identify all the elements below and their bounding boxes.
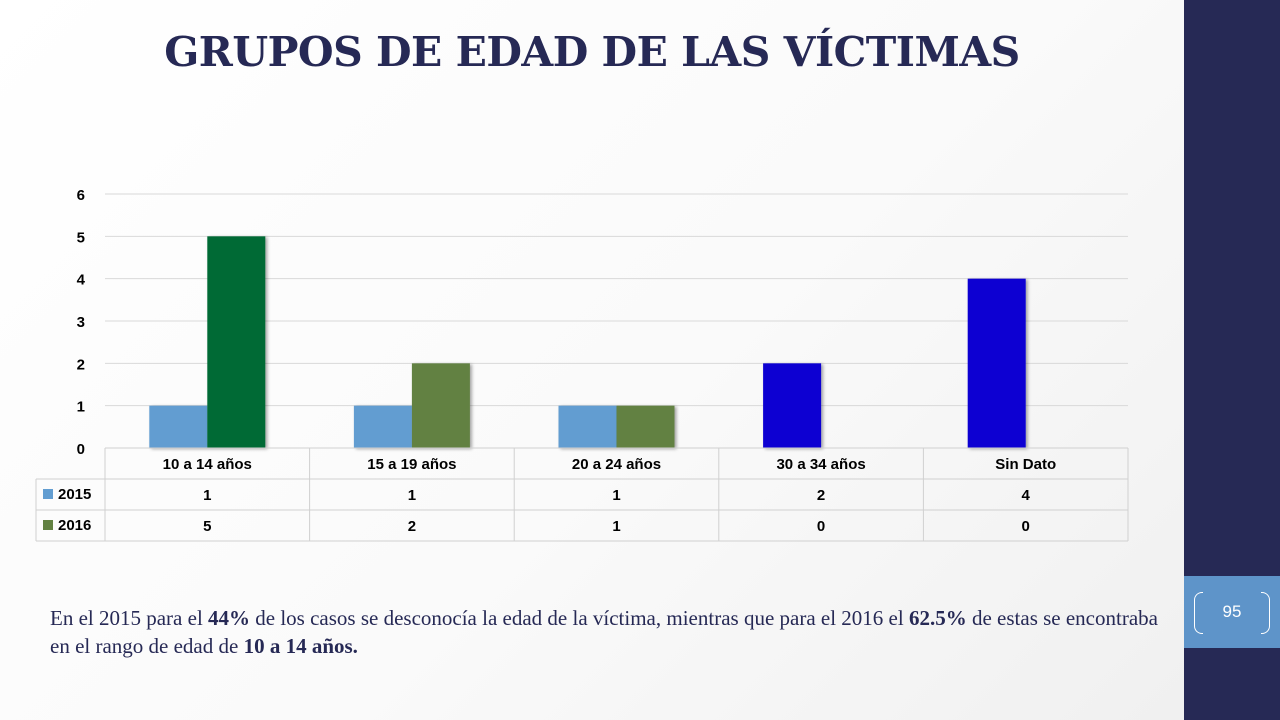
- y-tick-label: 3: [77, 314, 85, 331]
- bar-2015-3: [558, 405, 617, 448]
- bar-2016-1: [207, 236, 266, 448]
- bar-2015-2: [353, 405, 412, 448]
- category-label: 10 a 14 años: [163, 456, 252, 473]
- bar-2015-4: [763, 363, 822, 448]
- summary-part-3: de estas se encontraba en el rango de ed…: [50, 606, 1158, 658]
- table-cell-value: 1: [408, 487, 416, 504]
- category-label: 15 a 19 años: [367, 456, 456, 473]
- y-tick-label: 1: [77, 399, 85, 416]
- bar-2015-1: [149, 405, 208, 448]
- category-label: Sin Dato: [995, 456, 1056, 473]
- table-cell-value: 1: [612, 487, 620, 504]
- summary-part-1: En el 2015 para el: [50, 606, 209, 630]
- bar-chart: 0 1 2 3 4 5 6 10 a 14 años 15 a 19 años 20 a 24 a…: [35, 187, 1129, 542]
- summary-highlight-3: 10 a 14 años.: [243, 634, 358, 658]
- page-number-tab: 95: [1184, 576, 1280, 648]
- right-bracket-icon: [1261, 592, 1270, 634]
- summary-highlight-2: 62.5%: [908, 606, 967, 630]
- category-label: 30 a 34 años: [776, 456, 865, 473]
- table-cell-value: 2: [817, 487, 825, 504]
- legend-label-2016: 2016: [58, 517, 91, 534]
- y-tick-label: 0: [77, 441, 85, 458]
- table-cell-value: 5: [203, 518, 211, 535]
- summary-part-2: de los casos se desconocía la edad de la…: [250, 606, 909, 630]
- y-tick-label: 6: [77, 187, 85, 204]
- y-tick-label: 2: [77, 356, 85, 373]
- table-cell-value: 1: [612, 518, 620, 535]
- legend-swatch-2016: [43, 520, 53, 530]
- y-tick-label: 5: [77, 229, 85, 246]
- summary-highlight-1: 44%: [208, 606, 251, 630]
- table-cell-value: 2: [408, 518, 416, 535]
- legend-label-2015: 2015: [58, 486, 91, 503]
- legend-swatch-2015: [43, 489, 53, 499]
- table-cell-value: 0: [1022, 518, 1030, 535]
- table-cell-value: 1: [203, 487, 211, 504]
- left-bracket-icon: [1194, 592, 1203, 634]
- page-title: GRUPOS DE EDAD DE LAS VÍCTIMAS: [164, 28, 1020, 76]
- page-number: 95: [1222, 602, 1242, 621]
- summary-text: En el 2015 para el 44% de los casos se d…: [50, 604, 1160, 660]
- table-cell-value: 0: [817, 518, 825, 535]
- bar-2016-3: [616, 405, 675, 448]
- bar-2015-5: [967, 278, 1026, 448]
- y-tick-label: 4: [77, 272, 86, 289]
- category-label: 20 a 24 años: [572, 456, 661, 473]
- table-cell-value: 4: [1022, 487, 1031, 504]
- bar-2016-2: [411, 363, 470, 448]
